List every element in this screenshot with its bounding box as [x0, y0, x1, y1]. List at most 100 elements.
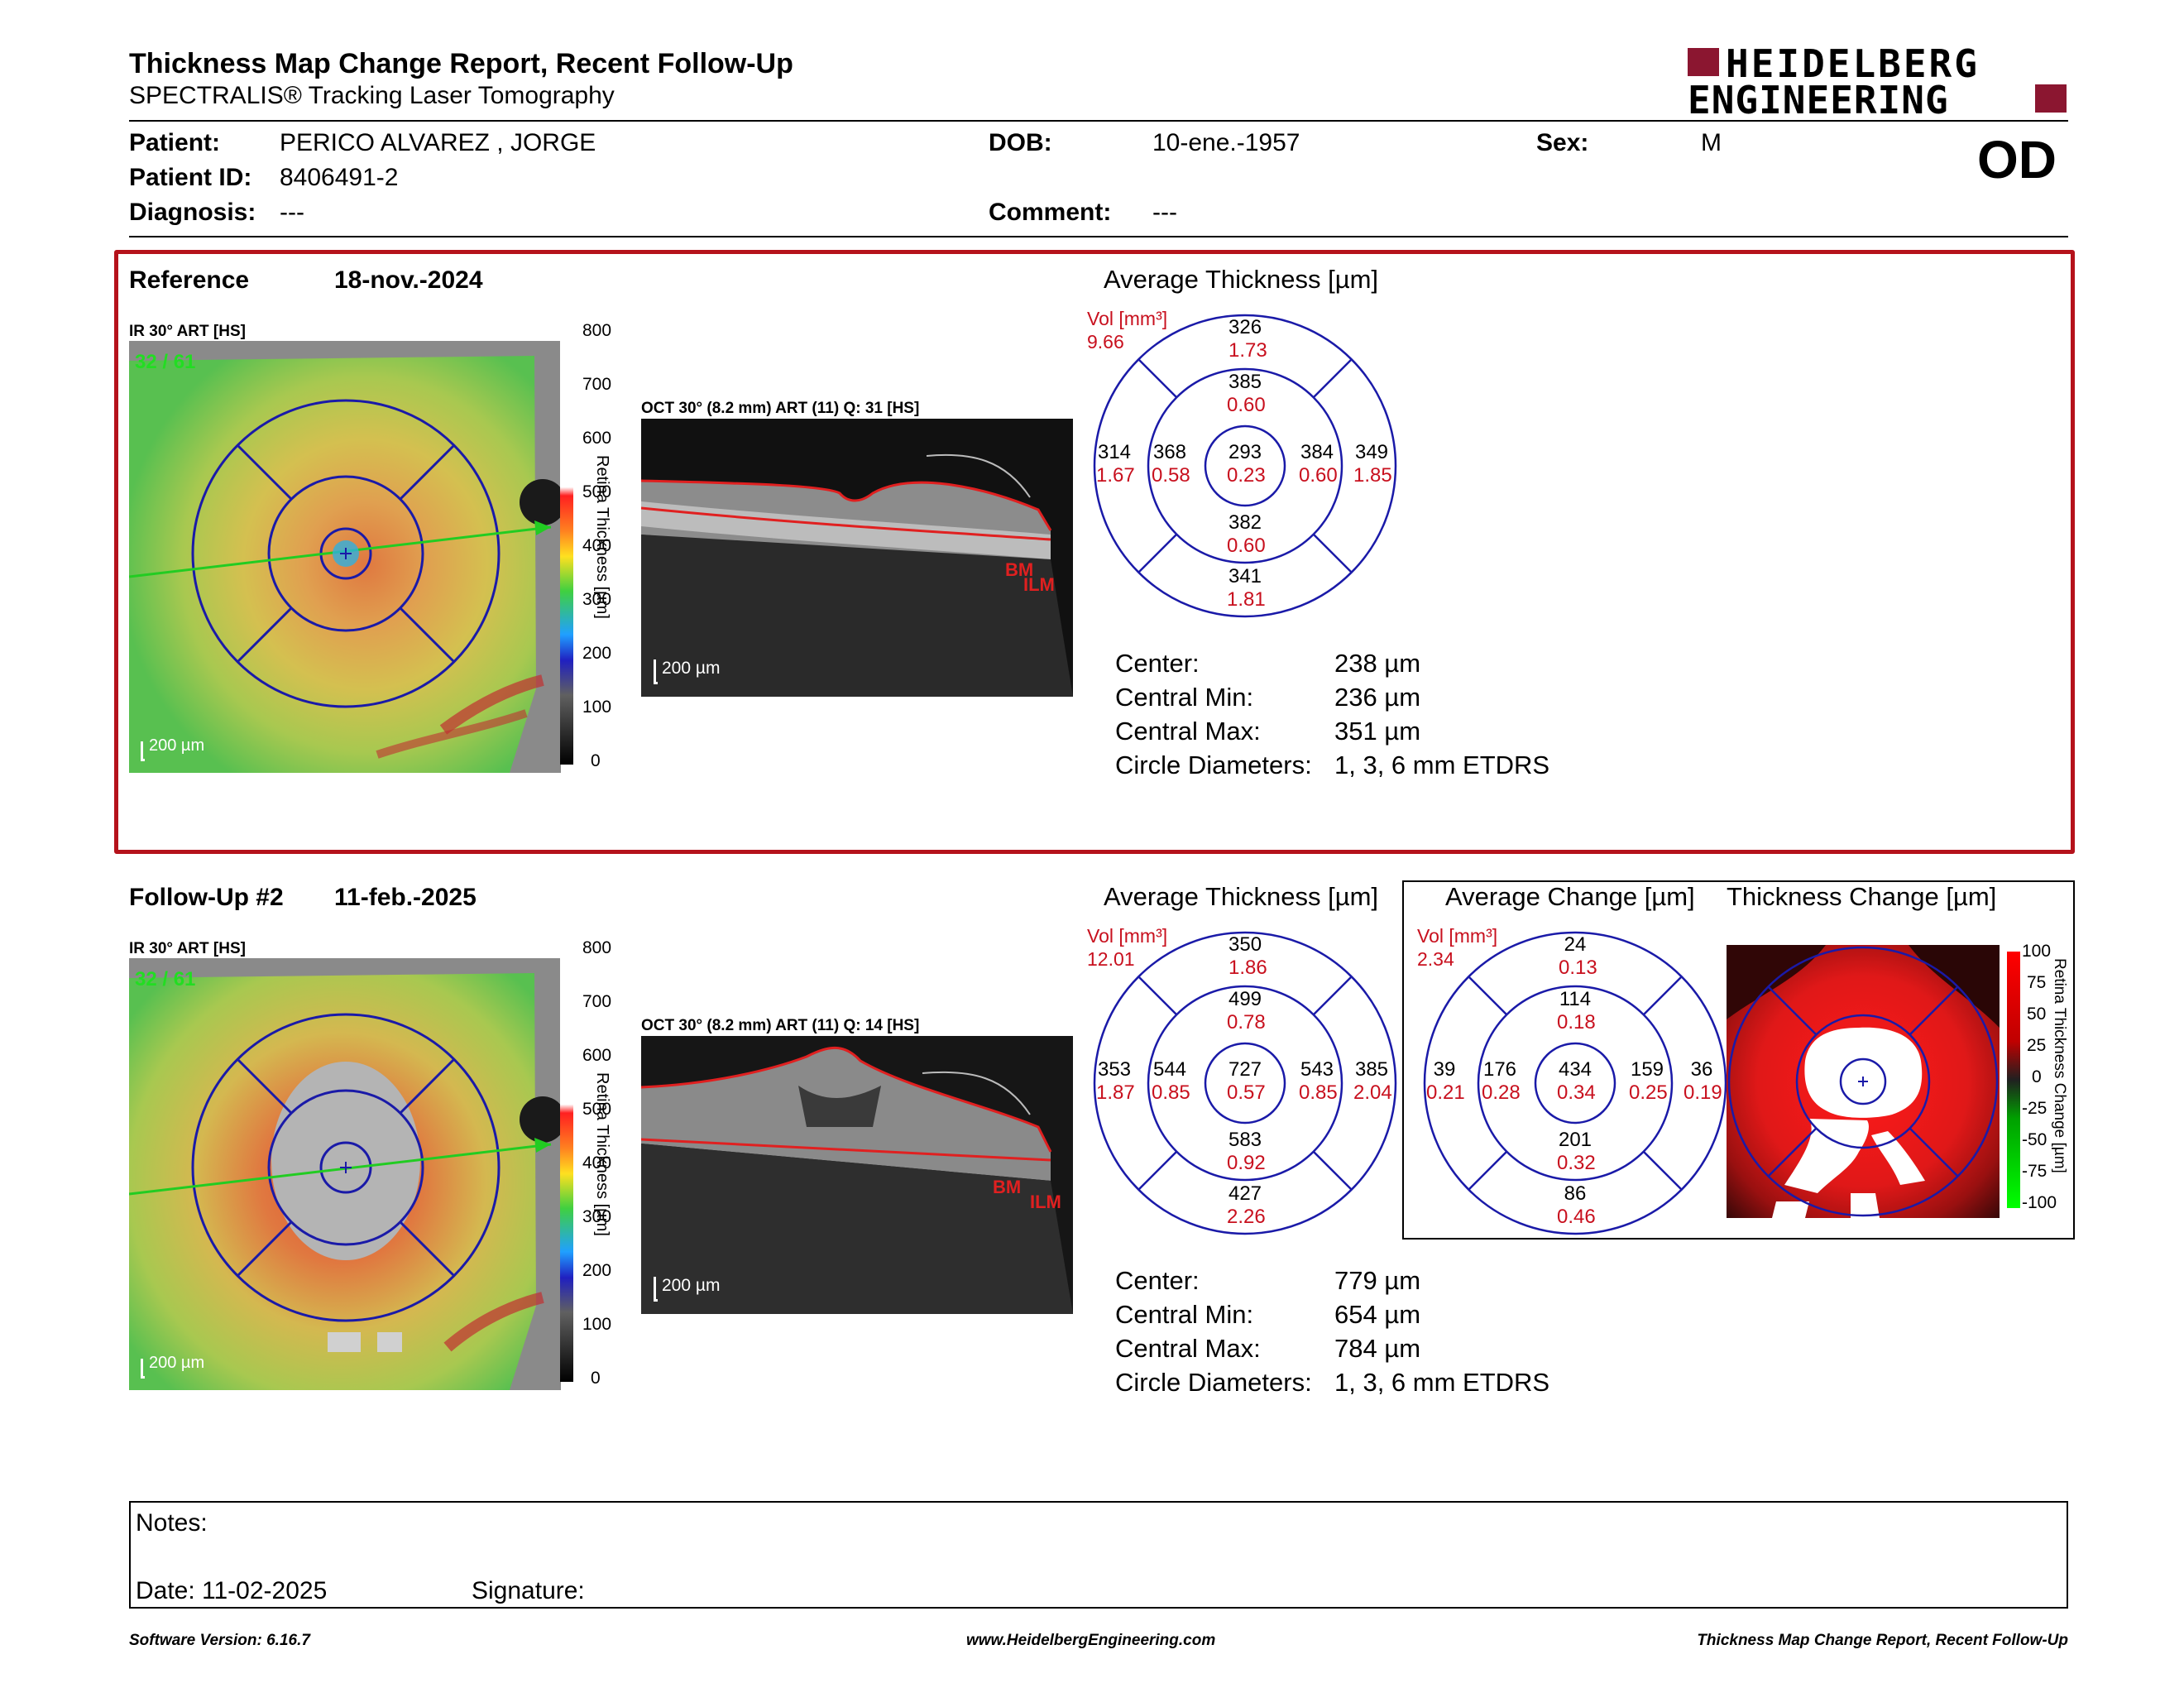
fu-tick-500: 500	[582, 1100, 612, 1119]
chg-center-vol: 0.34	[1557, 1081, 1596, 1104]
fu-stat-min-value: 654 µm	[1334, 1300, 1421, 1329]
ref-outer-nas-vol: 1.85	[1353, 464, 1392, 487]
change-map-title: Thickness Change [µm]	[1727, 882, 1997, 911]
patient-label: Patient:	[129, 129, 221, 156]
fu-outer-nas-vol: 2.04	[1353, 1081, 1392, 1104]
followup-frame-counter: 32 / 61	[135, 968, 196, 990]
reference-thickness-colorbar	[560, 331, 573, 765]
sex-value: M	[1701, 129, 1722, 156]
fu-outer-nas-thick: 385	[1354, 1058, 1389, 1081]
footer-software-version: Software Version: 6.16.7	[129, 1632, 310, 1649]
followup-date: 11-feb.-2025	[334, 884, 477, 911]
ref-inner-tem-vol: 0.58	[1152, 464, 1190, 487]
heidelberg-logo: HEIDELBERG ENGINEERING	[1688, 41, 2068, 122]
followup-thickness-colorbar	[560, 948, 573, 1382]
ref-inner-sup-vol: 0.60	[1227, 394, 1266, 416]
chg-outer-nas-vol: 0.19	[1684, 1081, 1722, 1104]
reference-scale-label: 200 µm	[149, 736, 205, 755]
reference-vol-label: Vol [mm³]	[1087, 308, 1168, 329]
ref-outer-inf-thick: 341	[1228, 565, 1262, 587]
notes-box[interactable]	[129, 1501, 2068, 1609]
reference-oct-scan[interactable]	[641, 419, 1073, 697]
reference-thickness-map[interactable]	[129, 341, 561, 773]
ref-stat-max-label: Central Max:	[1115, 717, 1261, 746]
fu-stat-diam-label: Circle Diameters:	[1115, 1368, 1312, 1397]
followup-thickness-ticks: 800 700 600 500 400 300 200 100 0	[582, 938, 615, 1402]
followup-oct-label: OCT 30° (8.2 mm) ART (11) Q: 14 [HS]	[641, 1017, 920, 1034]
change-vol-label: Vol [mm³]	[1417, 925, 1498, 947]
chg-inner-tem-thick: 176	[1482, 1058, 1517, 1081]
reference-etdrs-grid[interactable]	[1092, 313, 1398, 619]
chg-outer-inf-thick: 86	[1564, 1182, 1587, 1205]
fu-center-thick: 727	[1228, 1058, 1262, 1081]
ref-inner-inf-thick: 382	[1228, 511, 1262, 534]
change-panel	[1402, 880, 2075, 1240]
followup-etdrs-grid[interactable]	[1092, 930, 1398, 1236]
fu-inner-inf-thick: 583	[1228, 1129, 1262, 1151]
tick-500: 500	[582, 482, 612, 501]
tick-600: 600	[582, 429, 612, 448]
chg-outer-tem-thick: 39	[1433, 1058, 1456, 1081]
fu-stat-max-label: Central Max:	[1115, 1334, 1261, 1363]
followup-oct-scale-label: 200 µm	[662, 1276, 721, 1295]
footer-website: www.HeidelbergEngineering.com	[966, 1632, 1216, 1649]
patient-divider	[129, 236, 2068, 237]
ref-stat-center-label: Center:	[1115, 649, 1200, 678]
reference-frame	[114, 250, 2075, 854]
followup-avg-title: Average Thickness [µm]	[1104, 882, 1379, 911]
fu-tick-700: 700	[582, 992, 612, 1011]
fu-outer-sup-vol: 1.86	[1228, 957, 1267, 979]
ref-stat-diam-value: 1, 3, 6 mm ETDRS	[1334, 750, 1550, 779]
chg-tick-0: 0	[2032, 1067, 2042, 1086]
tick-800: 800	[582, 321, 612, 340]
fu-inner-nas-thick: 543	[1300, 1058, 1334, 1081]
ref-outer-inf-vol: 1.81	[1227, 588, 1266, 611]
eye-label: OD	[1977, 130, 2057, 189]
fu-tick-200: 200	[582, 1261, 612, 1280]
reference-scale-title: Retina Thickness [µm]	[593, 455, 611, 619]
ref-inner-nas-thick: 384	[1300, 441, 1334, 463]
tick-200: 200	[582, 644, 612, 663]
fu-outer-tem-thick: 353	[1097, 1058, 1132, 1081]
chg-tick-100: 100	[2022, 942, 2052, 961]
followup-oct-scan[interactable]	[641, 1036, 1073, 1314]
chg-tick-75: 75	[2027, 973, 2047, 992]
followup-scale-bar	[141, 1359, 145, 1379]
reference-scale-bar	[141, 741, 145, 761]
followup-oct-scale-bar	[654, 1277, 658, 1302]
change-scale-ticks: 100 75 50 25 0 -25 -50 -75 -100	[2022, 942, 2057, 1223]
tick-300: 300	[582, 590, 612, 609]
followup-scale-title: Retina Thickness [µm]	[593, 1072, 611, 1236]
change-etdrs-grid[interactable]	[1422, 930, 1728, 1236]
chg-tick-m25: -25	[2022, 1099, 2048, 1118]
thickness-change-map[interactable]	[1727, 945, 2000, 1218]
chg-inner-tem-vol: 0.28	[1482, 1081, 1521, 1104]
fu-outer-inf-thick: 427	[1228, 1182, 1262, 1205]
logo-square-left	[1688, 48, 1719, 76]
patient-id-label: Patient ID:	[129, 164, 252, 191]
chg-inner-inf-thick: 201	[1558, 1129, 1592, 1151]
fu-tick-300: 300	[582, 1207, 612, 1226]
footer-report-name: Thickness Map Change Report, Recent Foll…	[1697, 1632, 2068, 1649]
reference-label: Reference	[129, 266, 250, 294]
fu-tick-100: 100	[582, 1315, 612, 1334]
ref-inner-sup-thick: 385	[1228, 371, 1262, 393]
chg-tick-25: 25	[2027, 1036, 2047, 1055]
ref-outer-tem-thick: 314	[1097, 441, 1132, 463]
followup-thickness-map[interactable]	[129, 958, 561, 1390]
report-subtitle: SPECTRALIS® Tracking Laser Tomography	[129, 82, 615, 109]
ref-stat-min-label: Central Min:	[1115, 683, 1254, 712]
reference-ilm-marker: ILM	[1023, 574, 1055, 595]
change-vol-total: 2.34	[1417, 948, 1454, 970]
fu-center-vol: 0.57	[1227, 1081, 1266, 1104]
ref-stat-center-value: 238 µm	[1334, 649, 1421, 678]
logo-line2: ENGINEERING	[1688, 78, 1949, 122]
fu-tick-400: 400	[582, 1153, 612, 1172]
comment-value: ---	[1152, 199, 1177, 226]
fu-inner-inf-vol: 0.92	[1227, 1152, 1266, 1174]
patient-id: 8406491-2	[280, 164, 399, 191]
ref-stat-diam-label: Circle Diameters:	[1115, 750, 1312, 779]
change-grid-values: 24 0.13 114 0.18 434 0.34 201 0.32 86 0.46 17…	[1422, 930, 1728, 1236]
chg-outer-tem-vol: 0.21	[1426, 1081, 1465, 1104]
chg-inner-nas-thick: 159	[1630, 1058, 1664, 1081]
